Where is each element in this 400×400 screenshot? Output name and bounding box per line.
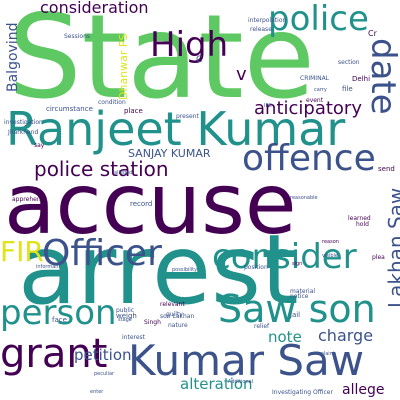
word-sessions: Sessions bbox=[64, 33, 91, 40]
word-relevant: relevant bbox=[160, 301, 185, 308]
word-delhi: Delhi bbox=[352, 75, 371, 83]
word-investigating-officer: Investigating Officer bbox=[272, 389, 333, 396]
word-hold: hold bbox=[356, 221, 369, 228]
word-allege: allege bbox=[342, 382, 385, 398]
word-sign: sign bbox=[292, 261, 303, 267]
word-alteration: alteration bbox=[180, 375, 253, 393]
word-dhanwar-ps: Dhanwar PS bbox=[117, 33, 130, 100]
word-high: High bbox=[150, 25, 229, 65]
word-police: police bbox=[268, 0, 369, 39]
word-additional: Additional bbox=[228, 379, 254, 385]
word-date: date bbox=[363, 38, 400, 115]
word-notice: notice bbox=[290, 293, 309, 300]
word-anticipatory: anticipatory bbox=[254, 98, 362, 119]
word-state: State bbox=[8, 0, 316, 125]
word-jharkhand: Jharkhand bbox=[8, 129, 39, 136]
word-relief: relief bbox=[254, 323, 270, 330]
word-singh: Singh bbox=[144, 319, 161, 326]
word-reason: reason bbox=[322, 239, 339, 245]
word-present: present bbox=[176, 113, 199, 120]
word-jail: jail bbox=[290, 311, 301, 319]
word-offence: offence bbox=[242, 138, 376, 179]
word-event: event bbox=[306, 97, 324, 104]
word-cr: Cr bbox=[368, 29, 377, 38]
word-balgovind: Balgovind bbox=[5, 22, 21, 92]
word-stage: stage bbox=[118, 317, 132, 323]
word-release: release bbox=[250, 26, 272, 33]
word-file: file bbox=[342, 85, 353, 93]
word-note: note bbox=[268, 328, 302, 346]
word-ranjeet-kumar: Ranjeet Kumar bbox=[6, 102, 346, 156]
word-c: C bbox=[196, 55, 203, 65]
word-reasonable: reasonable bbox=[290, 195, 318, 201]
word-investigation: investigation bbox=[4, 119, 43, 126]
word-possibility: possibility bbox=[172, 267, 198, 273]
word-plea: plea bbox=[372, 254, 385, 261]
word-criminal: CRIMINAL bbox=[300, 75, 330, 82]
word-informant: informant bbox=[36, 264, 61, 270]
word-weigh: weigh bbox=[116, 312, 137, 320]
word-petition: petition bbox=[74, 346, 132, 364]
word-consider: consider bbox=[212, 237, 357, 277]
word-son-lakhan: son Lakhan bbox=[160, 313, 195, 320]
word-learned: learned bbox=[348, 215, 371, 222]
word-circumstance: circumstance bbox=[46, 105, 93, 113]
word-peculiar: peculiar bbox=[94, 371, 115, 377]
word-person: person bbox=[0, 293, 117, 333]
word-face: face bbox=[52, 316, 67, 324]
word-fir: FIR bbox=[0, 235, 44, 268]
word-charge: charge bbox=[318, 326, 374, 345]
word-section: section bbox=[338, 59, 360, 66]
word-say: say bbox=[34, 142, 45, 149]
word-public: public bbox=[116, 307, 135, 314]
word-ipc: IPC bbox=[264, 103, 272, 109]
word-sanjay-kumar: SANJAY KUMAR bbox=[128, 147, 211, 160]
word-accuse: accuse bbox=[4, 155, 297, 253]
word-guilty: guilty bbox=[166, 311, 183, 318]
word-visible: visible bbox=[322, 253, 338, 259]
word-record: record bbox=[130, 200, 153, 208]
word-v: v bbox=[236, 64, 247, 85]
word-saw-son: Saw son bbox=[218, 287, 376, 331]
word-apprehend: apprehend bbox=[12, 196, 45, 203]
word-material: material bbox=[290, 288, 316, 295]
word-kumar-saw: Kumar Saw bbox=[128, 336, 365, 385]
word-consideration: consideration bbox=[40, 0, 149, 17]
word-position: position bbox=[244, 264, 268, 271]
word-enter: enter bbox=[90, 389, 104, 395]
word-grant: grant bbox=[0, 331, 108, 377]
word-carry: carry bbox=[314, 87, 327, 93]
word-complaint: complaint bbox=[310, 351, 335, 357]
word-arrest: arrest bbox=[18, 214, 299, 326]
word-police-station: police station bbox=[34, 157, 169, 181]
word-send: send bbox=[378, 165, 395, 173]
word-interpolation: interpolation bbox=[248, 17, 287, 24]
word-lakhan-saw: Lakhan Saw bbox=[384, 187, 400, 308]
word-alleged: alleged bbox=[114, 170, 133, 176]
word-nature: nature bbox=[168, 322, 188, 329]
word-officer: Officer bbox=[42, 233, 162, 274]
word-condition: condition bbox=[98, 99, 126, 106]
word-place: place bbox=[124, 107, 143, 115]
word-interest: interest bbox=[122, 334, 146, 341]
